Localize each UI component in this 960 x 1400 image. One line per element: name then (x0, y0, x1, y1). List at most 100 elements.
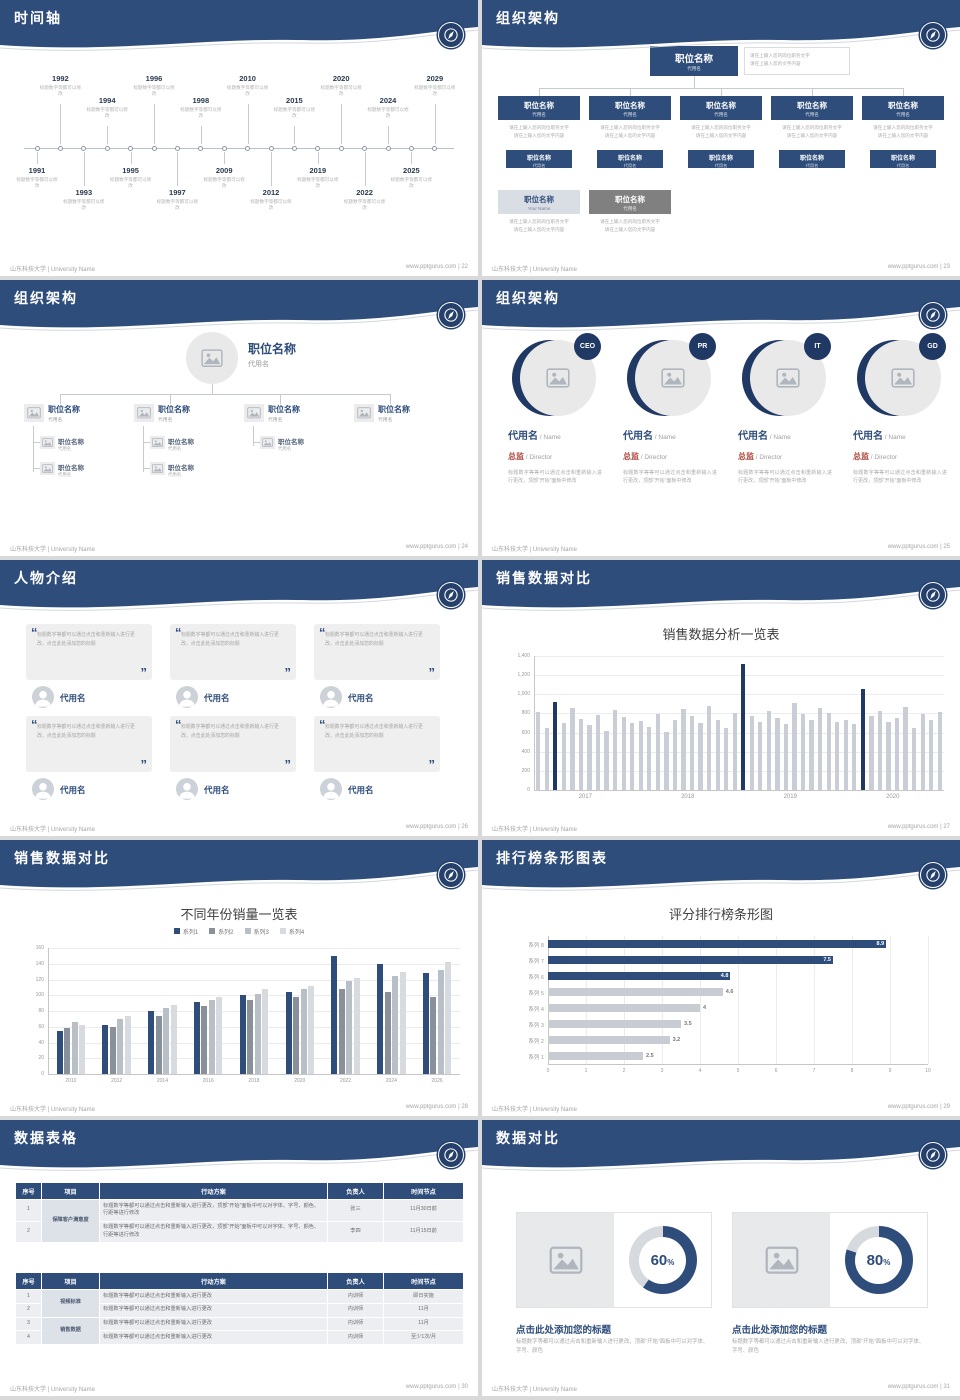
bar (548, 956, 833, 964)
person-card: “标题数字等都可以通过点击和重新输入进行更改，点击此处添加您的标题 ” (26, 624, 152, 680)
slide-24-org-chart[interactable]: 组织架构 职位名称 代用名 职位名称 代用名 职位名称 代用名 职位名称 代用名 职位名称 代用名… (0, 280, 478, 556)
person-card: “标题数字等都可以通过点击和重新输入进行更改，点击此处添加您的标题 ” (314, 716, 440, 772)
image-placeholder-icon (357, 407, 371, 419)
node-label: 职位名称 代用名 (58, 436, 84, 454)
connector-line (253, 442, 260, 443)
y-axis-label: 160 (35, 945, 44, 951)
image-placeholder-icon (891, 368, 915, 388)
position-name: 职位名称 (526, 155, 551, 162)
org-sub-node: 职位名称 代用名 (260, 436, 336, 454)
node-icon-box (150, 462, 165, 475)
x-axis-label: 2016 (202, 1078, 214, 1084)
bar (561, 723, 567, 790)
connector-line (890, 936, 891, 1064)
value-label: 3.2 (672, 1037, 681, 1043)
legend-swatch (279, 928, 286, 934)
panel-desc: 标题数字等都可以通过点击和重新输入进行更改，顶部“开始”面板中可以对字体、字号、… (732, 1339, 925, 1354)
x-axis-label: 2014 (156, 1078, 168, 1084)
slide-22-timeline[interactable]: 时间轴 1991 标题数字等都可以修改 1992 标题数字等都可以修改 1993 标题数字… (0, 0, 478, 276)
y-axis-line (534, 656, 535, 790)
connector-line (630, 88, 631, 96)
timeline-item: 1992 标题数字等都可以修改 (39, 74, 81, 104)
alias-name: 代用名 (58, 472, 72, 477)
member-name-en: / Name (653, 434, 676, 441)
bar (201, 1006, 208, 1074)
alias-name: 代用名 (623, 112, 637, 117)
org-root-avatar (186, 332, 238, 384)
slide-26-people-intro[interactable]: 人物介绍 “标题数字等都可以通过点击和重新输入进行更改，点击此处添加您的标题” 代… (0, 560, 478, 836)
timeline-item: 1998 标题数字等都可以修改 (180, 96, 222, 126)
y-axis-line (548, 936, 549, 1064)
timeline-year: 1992 (52, 74, 69, 83)
table-header-cell: 时间节点 (383, 1182, 464, 1200)
org-position-box: 职位名称 代用名 (862, 96, 944, 120)
donut-chart: 80% (844, 1226, 913, 1294)
connector-line (37, 152, 38, 164)
org-note: 请在上输入您的岗位职务文字 请在上输入您的文字内容 (498, 218, 580, 238)
connector-line (814, 936, 815, 1064)
position-name: 职位名称 (615, 195, 645, 204)
slide-27-sales-chart[interactable]: 销售数据对比 销售数据分析一览表 0 200 400 600 800 1,000 1,200… (482, 560, 960, 836)
image-glyph (776, 368, 800, 388)
timeline-node (151, 145, 157, 151)
table-cell: 视频标准 (41, 1289, 100, 1318)
slide-30-data-tables[interactable]: 数据表格 序号 项目 行动方案 负责人 时间节点 1 保障客户满意度 标题数字等都可以通过点击… (0, 1120, 478, 1396)
org-extra-box: 职位名称 代用名 (589, 190, 671, 214)
bar (911, 727, 917, 790)
bar (843, 720, 848, 790)
member-role: 总监 (623, 452, 639, 461)
image-box (517, 1213, 614, 1307)
bar (293, 996, 300, 1074)
connector-line (364, 152, 366, 186)
connector-line (253, 426, 254, 446)
bar (732, 713, 737, 790)
percent-value: 60 (650, 1251, 668, 1269)
timeline-year: 2019 (309, 166, 327, 175)
person-icon (35, 691, 51, 707)
connector-line (812, 88, 813, 96)
bar (613, 709, 618, 790)
donut-box: 60% (614, 1213, 711, 1307)
note-line: 请在上输入您的文字内容 (750, 60, 801, 66)
table-header-row: 序号 项目 行动方案 负责人 时间节点 (15, 1272, 464, 1290)
slide-28-sales-chart[interactable]: 销售数据对比 不同年份销量一览表 系列1 系列2 系列3 系列4 0 20 40 60 80 10… (0, 840, 478, 1116)
member-name-line: 代用名 / Name (738, 426, 832, 444)
image-placeholder-icon (262, 438, 273, 447)
connector-line (247, 104, 249, 144)
slide-23-org-chart[interactable]: 组织架构 职位名称 代用名 请在上输入您的岗位职务文字 请在上输入您的文字内容 职位名称… (482, 0, 960, 276)
bar (422, 973, 429, 1074)
note-line: 请在上输入您的岗位职务文字 (600, 125, 660, 130)
bar (638, 721, 643, 790)
bar (216, 996, 223, 1074)
tables-canvas: 序号 项目 行动方案 负责人 时间节点 1 保障客户满意度 标题数字等都可以通过点击和重新输入… (0, 1120, 478, 1396)
bar (64, 1028, 71, 1074)
legend-item: 系列2 (209, 927, 234, 936)
chart-title: 不同年份销量一览表 (180, 907, 298, 922)
note-line: 请在上输入您的岗位职务文字 (691, 125, 751, 130)
member-name: 代用名 (508, 431, 538, 442)
bar (758, 722, 763, 790)
position-name: 职位名称 (799, 155, 824, 162)
position-name: 职位名称 (617, 155, 642, 162)
panel-desc: 标题数字等都可以通过点击和重新输入进行更改，顶部“开始”面板中可以对字体、字号、… (516, 1339, 709, 1354)
member-name-line: 代用名 / Name (623, 426, 717, 444)
slide-31-data-compare[interactable]: 数据对比 60% 点击此处添加您的标题 标题数字等都可以通过点击和重新输入进行更改，… (482, 1120, 960, 1396)
table-header-cell: 行动方案 (99, 1182, 328, 1200)
connector-line (48, 1026, 460, 1028)
person-card: “标题数字等都可以通过点击和重新输入进行更改，点击此处添加您的标题 ” (170, 624, 296, 680)
position-name: 职位名称 (58, 465, 84, 472)
bar (392, 976, 399, 1074)
position-name: 职位名称 (268, 405, 300, 414)
timeline-item: 1996 标题数字等都可以修改 (133, 74, 175, 104)
connector-line (143, 468, 150, 469)
connector-line (534, 732, 944, 734)
quote-open-icon: “ (319, 717, 326, 732)
org-sub-box: 职位名称 代用名 (779, 150, 845, 168)
person-quote: 标题数字等都可以通过点击和重新输入进行更改，点击此处添加您的标题 (37, 725, 135, 739)
person-name: 代用名 (60, 785, 86, 795)
slide-29-ranking-chart[interactable]: 排行榜条形图表 评分排行榜条形图 0 1 2 3 4 5 6 7 8 9 10 系列 8 8.9 系列 7… (482, 840, 960, 1116)
alias-name: 代用名 (896, 112, 910, 117)
bar (835, 722, 840, 790)
timeline-desc: 标题数字等都可以修改 (343, 198, 386, 211)
slide-25-org-chart[interactable]: 组织架构 CEO 代用名 / Name 总监 / Director 标题数字等等可以通… (482, 280, 960, 556)
